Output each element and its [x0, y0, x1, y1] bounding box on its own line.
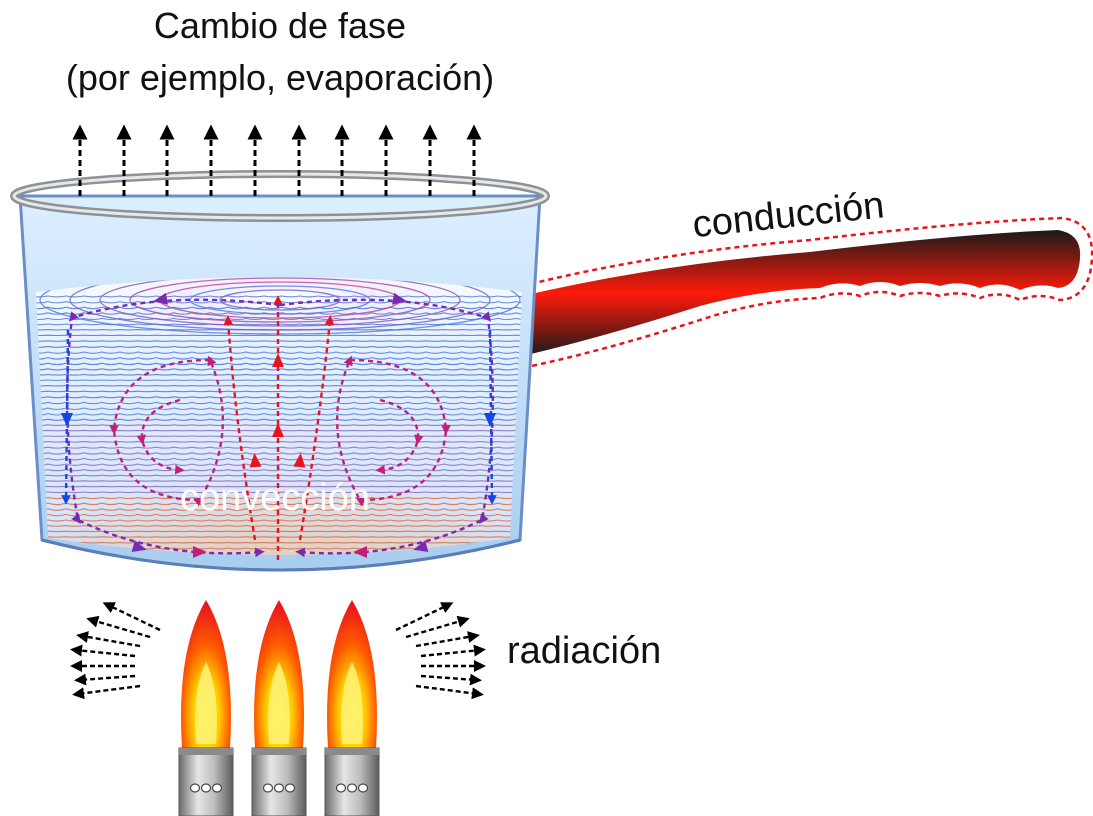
radiation-arrow	[70, 644, 136, 658]
burner-cap	[252, 748, 306, 755]
convection-arrowhead	[193, 546, 207, 558]
radiation-arrow	[395, 602, 454, 632]
convection-arrowhead	[293, 453, 306, 468]
convection-arrowhead	[272, 353, 284, 367]
convection-arrowhead	[249, 453, 262, 468]
convection-arrowhead	[153, 292, 168, 305]
convection-arrow	[279, 298, 494, 558]
burner-nozzle-icon	[324, 747, 380, 816]
convection-arrow	[375, 398, 424, 475]
convection-arrow	[66, 298, 281, 558]
title-line-2: (por ejemplo, evaporación)	[66, 57, 494, 98]
burner	[324, 600, 380, 816]
burner-hole	[262, 783, 274, 793]
surface-ring	[69, 277, 491, 331]
burner-hole	[189, 783, 201, 793]
title: Cambio de fase (por ejemplo, evaporación…	[66, 5, 494, 98]
burner-nozzle-icon	[178, 747, 234, 816]
label-radiation: radiación	[507, 630, 661, 672]
isotherm-line	[36, 390, 522, 393]
radiation-arrow	[405, 615, 470, 639]
convection-arrows	[61, 292, 497, 560]
isotherm-line	[36, 525, 522, 527]
burner-hole	[284, 783, 296, 793]
convection-arrowhead	[272, 423, 284, 437]
radiation-arrows	[70, 602, 486, 700]
isotherm-line	[36, 441, 522, 443]
convection-arrowhead	[353, 546, 367, 558]
radiation-arrow	[72, 684, 141, 700]
flame-core	[195, 662, 217, 744]
isotherm-line	[36, 340, 522, 342]
label-conduction: conducción	[691, 184, 887, 246]
burner	[178, 600, 234, 816]
handle-outline	[520, 216, 1093, 370]
burner	[251, 600, 307, 816]
burner-cap	[179, 748, 233, 755]
convection-arrowhead	[61, 413, 73, 427]
convection-arrowhead	[131, 540, 147, 552]
evaporation-arrows	[72, 124, 482, 196]
burner-hole	[273, 783, 285, 793]
burners	[178, 600, 380, 816]
isotherm-line	[36, 541, 522, 544]
burner-hole	[211, 783, 223, 793]
radiation-arrow	[102, 602, 161, 632]
surface-ring	[129, 277, 431, 323]
burner-nozzle-icon	[251, 747, 307, 816]
radiation-arrow	[415, 631, 480, 648]
flame-core	[341, 662, 363, 744]
radiation-arrow	[86, 615, 151, 639]
burner-hole	[357, 783, 369, 793]
convection-arrowhead	[392, 292, 407, 305]
radiation-arrow	[420, 644, 486, 658]
convection-arrowhead	[484, 413, 496, 427]
radiation-arrow	[420, 673, 482, 686]
convection-arrow	[109, 355, 224, 507]
surface-ring	[99, 277, 461, 327]
burner-hole	[346, 783, 358, 793]
handle-body	[522, 230, 1081, 356]
pot-rim-highlight	[12, 172, 548, 220]
pot-handle	[520, 216, 1093, 370]
convection-arrow	[136, 398, 185, 475]
title-line-1: Cambio de fase	[154, 5, 406, 46]
radiation-arrow	[76, 631, 141, 648]
flame-core	[268, 662, 290, 744]
surface-ring	[39, 277, 521, 335]
radiation-arrow	[74, 673, 136, 686]
burner-cap	[325, 748, 379, 755]
convection-arrowhead	[413, 540, 429, 552]
surface-ring	[219, 289, 341, 311]
label-convection: convección	[180, 477, 370, 519]
burner-hole	[335, 783, 347, 793]
convection-arrow	[336, 355, 451, 507]
radiation-arrow	[415, 684, 484, 700]
burner-hole	[200, 783, 212, 793]
